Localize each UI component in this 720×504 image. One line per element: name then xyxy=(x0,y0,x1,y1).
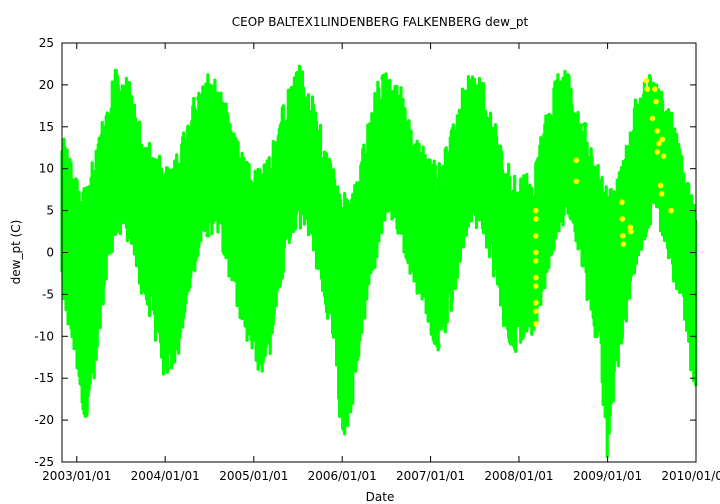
x-tick-label: 2009/01/01 xyxy=(573,469,642,483)
flagged-point xyxy=(533,274,539,281)
flagged-point xyxy=(668,207,674,214)
flagged-point xyxy=(619,216,626,222)
flagged-point xyxy=(532,232,539,239)
dew-point-point xyxy=(515,322,521,328)
flagged-point xyxy=(620,241,627,247)
flagged-point xyxy=(628,228,634,235)
flagged-point xyxy=(619,199,625,206)
flagged-point xyxy=(658,191,665,197)
flagged-point xyxy=(660,153,667,159)
dew-point-point xyxy=(196,95,202,101)
y-tick-label: 5 xyxy=(46,204,54,218)
flagged-point xyxy=(653,98,659,105)
flagged-point xyxy=(654,149,661,155)
flagged-point xyxy=(659,136,666,143)
y-tick-label: 25 xyxy=(39,36,54,50)
flagged-point xyxy=(643,77,650,84)
x-tick-label: 2007/01/01 xyxy=(396,469,465,483)
dew-point-point xyxy=(460,215,466,222)
flagged-point xyxy=(649,115,656,122)
y-tick-label: -10 xyxy=(34,329,54,343)
dew-point-point xyxy=(582,122,588,128)
axis-layer: -25 -20 -15 -10 -5 0 5 10 15 20 25 2003/01/01 2004/0… xyxy=(34,36,720,483)
x-axis-label: Date xyxy=(366,490,395,504)
flagged-point xyxy=(533,249,539,256)
y-tick-label: -20 xyxy=(34,413,54,427)
y-tick-label: 0 xyxy=(46,246,54,260)
flagged-point xyxy=(656,140,662,147)
flagged-point xyxy=(644,86,651,92)
flagged-point xyxy=(532,283,539,289)
flagged-point xyxy=(652,86,658,92)
x-tick-label: 2008/01/01 xyxy=(484,469,553,483)
y-tick-label: -15 xyxy=(34,371,54,385)
y-tick-label: 20 xyxy=(39,78,54,92)
y-tick-label: -5 xyxy=(42,287,54,301)
flagged-point xyxy=(532,308,539,314)
data-layer xyxy=(60,64,698,459)
y-tick-label: -25 xyxy=(34,455,54,469)
flagged-point xyxy=(532,207,539,214)
x-tick-label: 2005/01/01 xyxy=(219,469,288,483)
flagged-point xyxy=(620,232,626,239)
flagged-point xyxy=(627,224,634,231)
flagged-point xyxy=(657,182,664,189)
flagged-point xyxy=(533,216,539,222)
flagged-point xyxy=(573,178,580,185)
flagged-point xyxy=(533,299,539,306)
x-tick-label: 2010/01/01 xyxy=(661,469,720,483)
y-tick-label: 10 xyxy=(39,162,54,176)
x-tick-label: 2006/01/01 xyxy=(308,469,377,483)
x-tick-label: 2004/01/01 xyxy=(131,469,200,483)
dew-point-point xyxy=(205,232,211,238)
flagged-point xyxy=(573,157,580,164)
dew-point-point xyxy=(165,365,171,371)
dew-point-point xyxy=(435,343,441,349)
dew-point-point xyxy=(432,339,438,345)
flagged-point xyxy=(532,258,539,264)
series-dew-point xyxy=(60,64,698,459)
dew-point-point xyxy=(177,328,183,334)
x-tick-label: 2003/01/01 xyxy=(42,469,111,483)
chart-title: CEOP BALTEX1LINDENBERG FALKENBERG dew_pt xyxy=(232,15,529,29)
y-axis-label: dew_pt (C) xyxy=(9,220,23,285)
flagged-point xyxy=(654,128,661,134)
series-flagged xyxy=(532,77,674,327)
flagged-point xyxy=(532,320,539,327)
y-tick-label: 15 xyxy=(39,120,54,134)
